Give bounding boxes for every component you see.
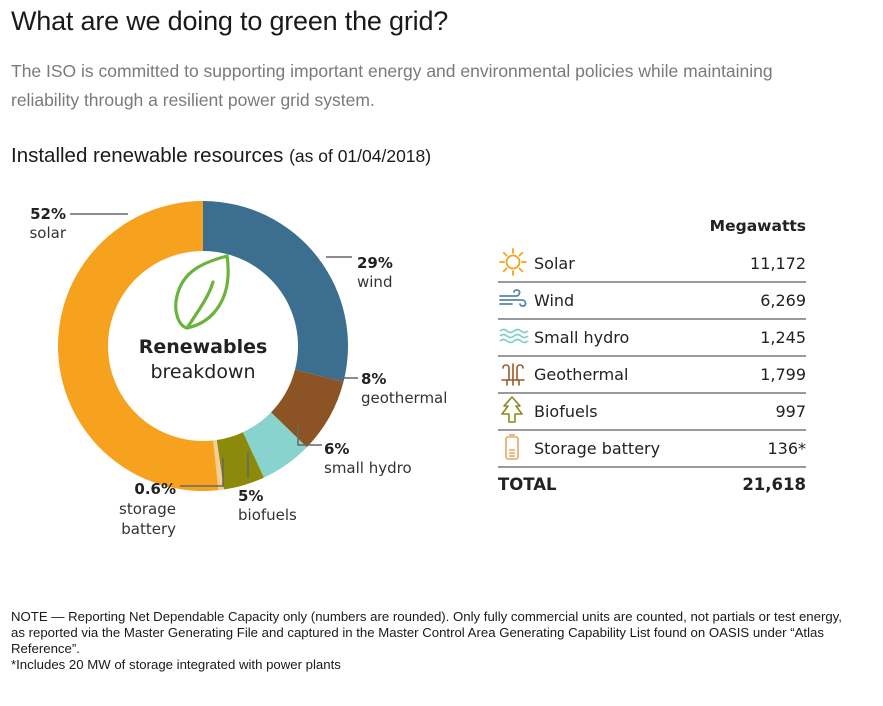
table-row: Biofuels 997	[498, 393, 806, 431]
waves-icon	[499, 328, 529, 343]
slice-wind	[203, 201, 348, 383]
total-label: TOTAL	[498, 474, 557, 494]
label-solar-pct: 52%	[30, 205, 66, 223]
footnote: NOTE — Reporting Net Dependable Capacity…	[11, 609, 851, 673]
row-value: 1,799	[714, 356, 806, 394]
donut-chart	[58, 201, 358, 491]
donut-center-title: Renewables breakdown	[118, 334, 288, 384]
label-wind-name: wind	[357, 273, 393, 291]
label-solar-name: solar	[29, 224, 66, 242]
sun-icon	[499, 247, 527, 276]
label-small-hydro-pct: 6%	[324, 440, 350, 458]
row-label: Biofuels	[534, 393, 715, 431]
table-row: Geothermal 1,799	[498, 356, 806, 394]
label-biofuels-pct: 5%	[238, 487, 264, 505]
table-row: Storage battery 136*	[498, 430, 806, 468]
slice-geothermal	[271, 369, 344, 448]
footnote-asterisk: *Includes 20 MW of storage integrated wi…	[11, 657, 341, 672]
label-small-hydro: 6% small hydro	[324, 440, 412, 478]
row-value: 997	[714, 393, 806, 431]
label-storage-battery: 0.6% storage battery	[110, 480, 176, 539]
center-title-line1: Renewables	[138, 336, 268, 358]
row-value: 1,245	[714, 319, 806, 357]
section-title: Installed renewable resources (as of 01/…	[11, 144, 431, 168]
center-title-line2: breakdown	[150, 361, 256, 383]
label-geothermal: 8% geothermal	[361, 370, 447, 408]
geothermal-icon	[501, 362, 525, 386]
label-biofuels: 5% biofuels	[238, 487, 297, 525]
battery-icon	[505, 433, 519, 460]
row-value: 136*	[714, 430, 806, 468]
table-header-megawatts: Megawatts	[709, 217, 806, 235]
section-title-text: Installed renewable resources	[11, 144, 284, 167]
slice-biofuels	[216, 432, 264, 490]
label-small-hydro-name: small hydro	[324, 459, 412, 477]
row-label: Storage battery	[534, 430, 715, 468]
label-solar: 52% solar	[18, 205, 66, 243]
label-storage-battery-pct: 0.6%	[134, 480, 176, 498]
leaf-icon	[174, 254, 230, 330]
row-label: Geothermal	[534, 356, 715, 394]
slice-small-hydro	[242, 412, 307, 478]
tree-icon	[501, 395, 523, 423]
label-geothermal-pct: 8%	[361, 370, 387, 388]
section-date: (as of 01/04/2018)	[289, 146, 432, 166]
table-row: Wind 6,269	[498, 282, 806, 320]
total-value: 21,618	[742, 474, 806, 494]
row-label: Wind	[534, 282, 715, 320]
table-total-row: TOTAL 21,618	[498, 467, 806, 500]
row-value: 11,172	[714, 246, 806, 283]
table-row: Solar 11,172	[498, 246, 806, 283]
label-geothermal-name: geothermal	[361, 389, 448, 407]
intro-text: The ISO is committed to supporting impor…	[11, 61, 773, 110]
footnote-text: NOTE — Reporting Net Dependable Capacity…	[11, 609, 842, 656]
wind-icon	[499, 288, 527, 307]
row-value: 6,269	[714, 282, 806, 320]
label-wind: 29% wind	[357, 254, 393, 292]
page-title: What are we doing to green the grid?	[11, 6, 449, 36]
leader-storage-battery	[180, 458, 224, 487]
megawatts-table: Megawatts Solar 11,172 Wind 6,269 Small …	[498, 216, 806, 500]
label-wind-pct: 29%	[357, 254, 393, 272]
row-label: Small hydro	[534, 319, 715, 357]
label-storage-battery-name: storage battery	[119, 500, 176, 538]
leader-small-hydro	[297, 426, 322, 446]
table-row: Small hydro 1,245	[498, 319, 806, 357]
slice-solar	[58, 201, 219, 491]
label-biofuels-name: biofuels	[238, 506, 297, 524]
row-label: Solar	[534, 246, 715, 283]
slice-storage-battery	[213, 440, 224, 491]
